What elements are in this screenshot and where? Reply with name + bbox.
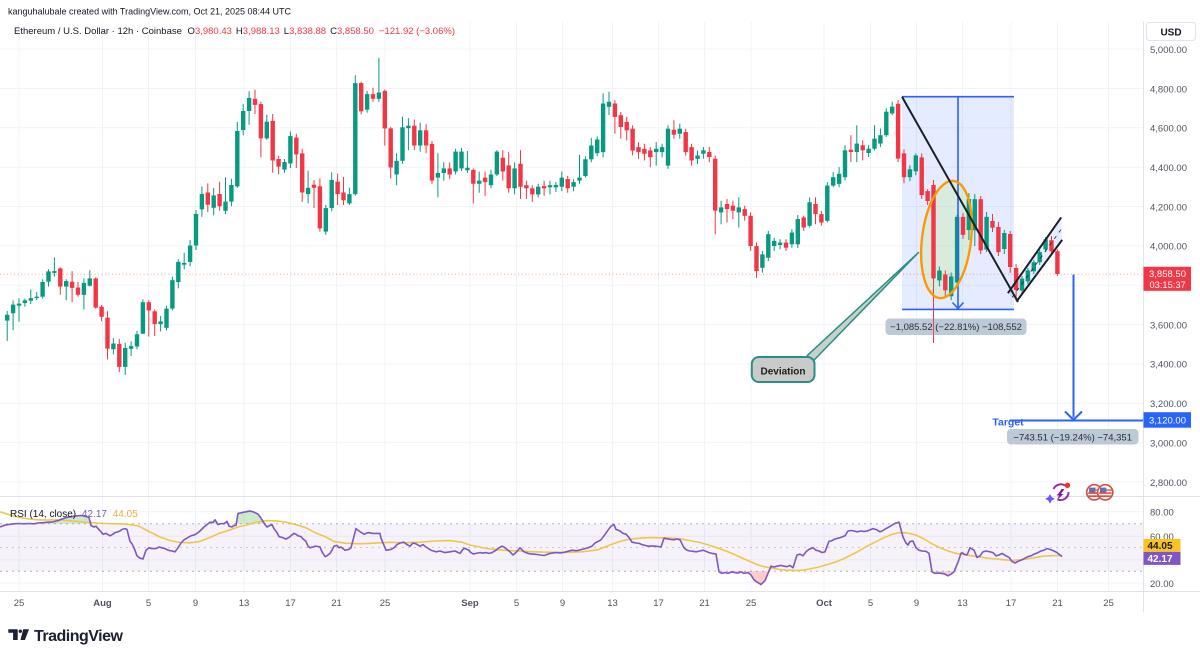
svg-text:9: 9 <box>914 598 919 609</box>
svg-text:60.00: 60.00 <box>1150 532 1174 543</box>
svg-text:5: 5 <box>514 598 519 609</box>
svg-text:13: 13 <box>957 598 968 609</box>
svg-text:13: 13 <box>239 598 250 609</box>
svg-text:4,400.00: 4,400.00 <box>1150 163 1187 174</box>
svg-text:13: 13 <box>607 598 618 609</box>
svg-text:21: 21 <box>699 598 710 609</box>
svg-text:17: 17 <box>653 598 664 609</box>
svg-text:25: 25 <box>380 598 391 609</box>
svg-text:RSI (14, close) 42.17 44.05: RSI (14, close) 42.17 44.05 <box>10 509 138 520</box>
svg-text:21: 21 <box>1052 598 1063 609</box>
svg-text:3,600.00: 3,600.00 <box>1150 320 1187 331</box>
svg-text:44.05: 44.05 <box>1148 541 1173 552</box>
svg-text:USD: USD <box>1160 27 1181 38</box>
svg-text:3,400.00: 3,400.00 <box>1150 360 1187 371</box>
svg-text:4,800.00: 4,800.00 <box>1150 84 1187 95</box>
svg-text:Aug: Aug <box>93 598 112 609</box>
svg-text:20.00: 20.00 <box>1150 579 1174 590</box>
svg-text:−1,085.52 (−22.81%) −108,552: −1,085.52 (−22.81%) −108,552 <box>890 322 1022 333</box>
svg-text:kanguhalubale created with Tra: kanguhalubale created with TradingView.c… <box>8 7 292 17</box>
svg-text:4,200.00: 4,200.00 <box>1150 202 1187 213</box>
svg-text:−743.51 (−19.24%) −74,351: −743.51 (−19.24%) −74,351 <box>1013 432 1132 443</box>
svg-text:3,120.00: 3,120.00 <box>1149 416 1186 427</box>
svg-text:3,000.00: 3,000.00 <box>1150 438 1187 449</box>
svg-text:03:15:37: 03:15:37 <box>1150 280 1186 290</box>
svg-text:Sep: Sep <box>461 598 479 609</box>
svg-text:5,000.00: 5,000.00 <box>1150 45 1187 56</box>
svg-text:5: 5 <box>146 598 151 609</box>
svg-text:80.00: 80.00 <box>1150 508 1174 519</box>
svg-text:17: 17 <box>1006 598 1017 609</box>
svg-text:25: 25 <box>14 598 25 609</box>
svg-text:Deviation: Deviation <box>760 367 805 378</box>
svg-text:4,600.00: 4,600.00 <box>1150 124 1187 135</box>
svg-text:21: 21 <box>331 598 342 609</box>
svg-text:9: 9 <box>560 598 565 609</box>
svg-text:9: 9 <box>193 598 198 609</box>
svg-text:4,000.00: 4,000.00 <box>1150 242 1187 253</box>
svg-text:42.17: 42.17 <box>1148 554 1173 565</box>
svg-text:3,858.50: 3,858.50 <box>1149 269 1186 280</box>
svg-text:5: 5 <box>868 598 873 609</box>
svg-text:Target: Target <box>992 417 1024 429</box>
svg-text:25: 25 <box>746 598 757 609</box>
svg-text:25: 25 <box>1103 598 1114 609</box>
svg-text:3,200.00: 3,200.00 <box>1150 399 1187 410</box>
svg-text:2,800.00: 2,800.00 <box>1150 478 1187 489</box>
svg-text:TradingView: TradingView <box>34 628 124 645</box>
svg-text:17: 17 <box>285 598 296 609</box>
svg-text:Oct: Oct <box>816 598 833 609</box>
